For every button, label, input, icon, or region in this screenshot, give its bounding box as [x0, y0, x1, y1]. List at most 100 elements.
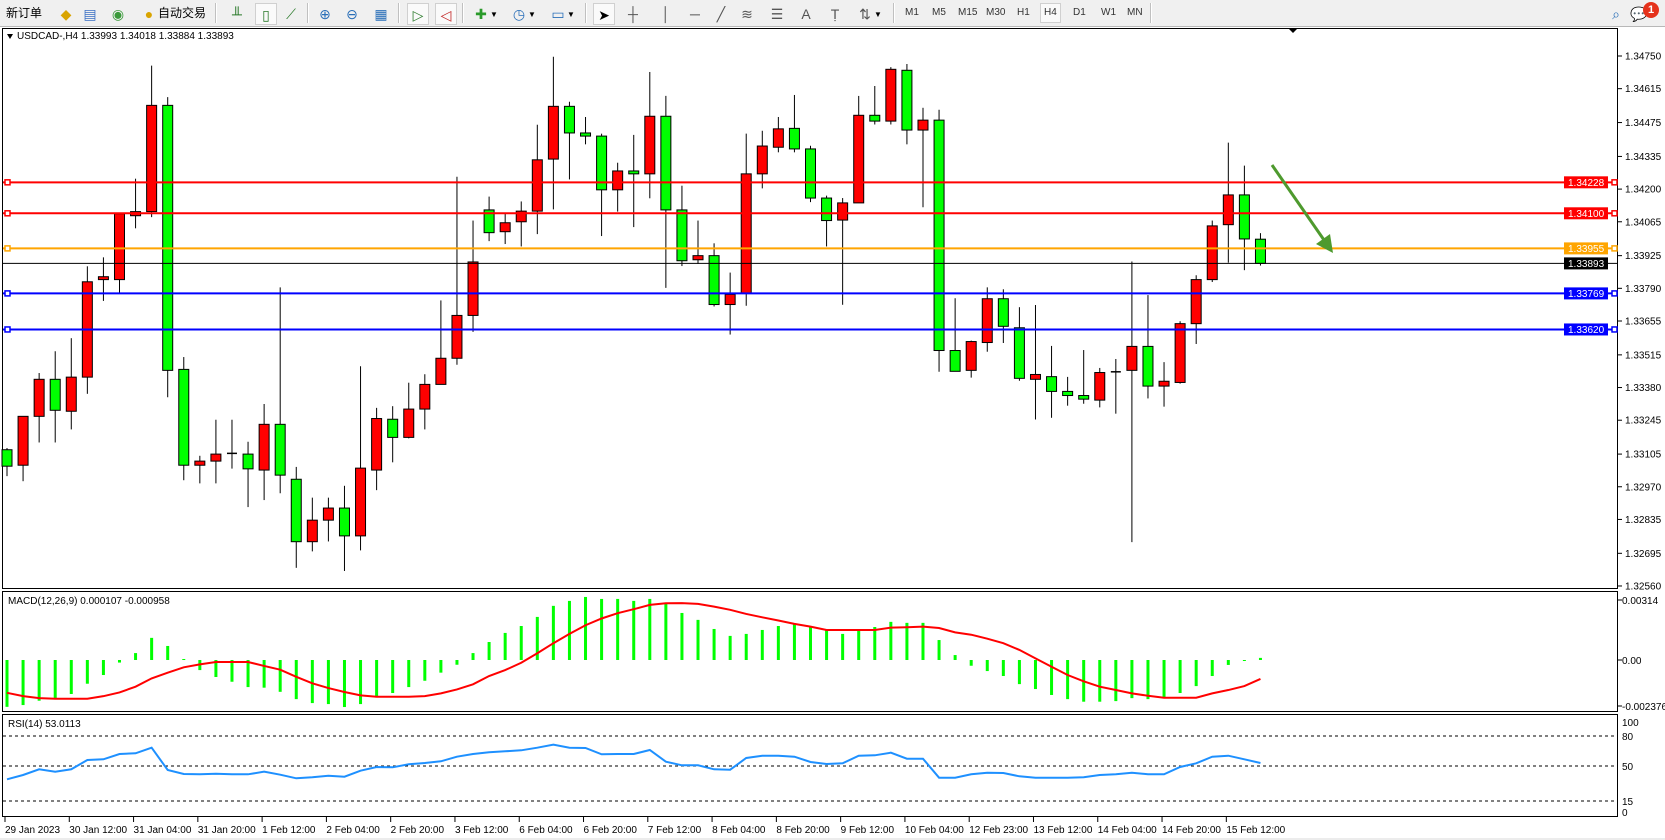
candle — [210, 419, 222, 484]
auto-scroll-button[interactable]: ▷ — [407, 3, 429, 25]
macd-histogram-bar — [101, 660, 105, 676]
candle — [1158, 362, 1170, 407]
candle — [660, 95, 672, 288]
metaeditor-button[interactable]: ◆ — [56, 3, 76, 23]
auto-trading-label: 自动交易 — [157, 6, 206, 20]
templates-button[interactable]: ▭ ▼ — [545, 3, 579, 23]
symbol-menu-triangle-icon[interactable] — [7, 34, 13, 39]
candle-body — [483, 209, 495, 234]
macd-histogram-bar — [278, 660, 282, 692]
macd-histogram-bar — [1130, 660, 1134, 699]
candle — [676, 185, 688, 267]
macd-histogram-bar — [150, 637, 154, 660]
candle-body — [660, 115, 672, 211]
price-level-tag — [1564, 207, 1608, 220]
new-order-button[interactable]: 新订单 — [2, 3, 46, 23]
dropdown-arrow-icon: ▼ — [874, 10, 882, 19]
horizontal-level-line[interactable] — [3, 245, 1618, 252]
indicators-button[interactable]: ✚ ▼ — [468, 3, 502, 23]
candle — [628, 134, 640, 228]
search-button[interactable]: ⌕ — [1606, 3, 1626, 23]
macd-histogram-bar — [1146, 660, 1150, 700]
candle-body — [965, 341, 977, 371]
candle — [1174, 321, 1186, 384]
bar-chart-button[interactable]: ╨ — [227, 3, 247, 23]
price-tick-label: 1.34615 — [1625, 84, 1662, 95]
macd-histogram-bar — [809, 626, 812, 660]
auto-trading-button[interactable]: ● 自动交易 — [136, 3, 210, 23]
horizontal-level-line[interactable] — [3, 179, 1618, 186]
price-level-tag — [1564, 287, 1608, 300]
trend-arrow[interactable] — [1270, 164, 1333, 253]
macd-histogram-bar — [182, 659, 186, 661]
auto-scroll-icon: ▷ — [412, 6, 424, 23]
market-watch-button[interactable]: ▤ — [80, 3, 100, 23]
candle — [226, 419, 237, 469]
timeframe-h4[interactable]: H4 — [1040, 3, 1061, 23]
timeframe-d1[interactable]: D1 — [1073, 7, 1086, 18]
line-chart-button[interactable]: ⟋ — [281, 3, 301, 23]
candle — [146, 65, 158, 218]
candle — [483, 196, 495, 242]
trendline-button[interactable]: ╱ — [711, 3, 731, 23]
tile-windows-button[interactable]: ▦ — [371, 3, 391, 23]
price-tick-label: 1.32835 — [1625, 515, 1662, 526]
chart-shift-button[interactable]: ◁ — [435, 3, 457, 25]
candle-body — [853, 114, 865, 204]
candle-body — [981, 298, 993, 344]
cursor-button[interactable]: ➤ — [593, 3, 615, 25]
text-button[interactable]: A — [796, 3, 816, 23]
text-label-button[interactable]: Ṭ — [825, 3, 845, 23]
macd-histogram-bar — [359, 660, 363, 705]
price-panel-frame — [2, 28, 1618, 589]
zoom-in-button[interactable]: ⊕ — [315, 3, 335, 23]
candle-body — [1142, 345, 1154, 387]
zoom-out-button[interactable]: ⊖ — [342, 3, 362, 23]
trendline-icon: ╱ — [716, 5, 726, 22]
signals-button[interactable]: ◉ — [108, 3, 128, 23]
horizontal-level-line[interactable] — [3, 290, 1618, 297]
rsi-tick-label: 50 — [1622, 762, 1634, 773]
timeframe-w1[interactable]: W1 — [1101, 7, 1116, 18]
crosshair-button[interactable]: ┼ — [623, 3, 643, 23]
macd-histogram-bar — [1178, 660, 1182, 694]
macd-histogram-bar — [584, 596, 588, 660]
candle-body — [65, 376, 77, 412]
timeframe-m5[interactable]: M5 — [932, 7, 946, 18]
candle-body — [1046, 376, 1058, 392]
timeframe-h1[interactable]: H1 — [1017, 7, 1030, 18]
price-level-tag-label: 1.33955 — [1568, 244, 1605, 255]
price-level-tag — [1564, 176, 1608, 189]
vertical-line-button[interactable]: │ — [656, 3, 676, 23]
fibonacci-fan-button[interactable]: ☰ — [767, 3, 787, 23]
candle-body — [837, 202, 849, 221]
arrows-button[interactable]: ⇅ ▼ — [852, 3, 886, 23]
candle-body — [547, 105, 559, 160]
zoom-in-icon: ⊕ — [319, 5, 331, 22]
macd-histogram-bar — [1226, 660, 1230, 665]
macd-histogram-bar — [680, 612, 684, 660]
horizontal-line-button[interactable]: ─ — [685, 3, 705, 23]
crosshair-icon: ┼ — [628, 5, 638, 22]
fibonacci-button[interactable]: ≋ — [737, 3, 757, 23]
periods-button[interactable]: ◷ ▼ — [506, 3, 540, 23]
candle — [258, 403, 270, 501]
candle — [1190, 275, 1202, 344]
time-tick-label: 2 Feb 20:00 — [391, 825, 445, 836]
chart-shift-marker-icon[interactable] — [1289, 29, 1297, 33]
macd-histogram-bar — [246, 660, 250, 688]
candle-body — [563, 105, 575, 134]
candlestick-chart-button[interactable]: ▯ — [255, 3, 277, 25]
candle-body — [1126, 345, 1138, 371]
timeframe-m15[interactable]: M15 — [958, 7, 978, 18]
macd-panel-frame — [2, 591, 1618, 712]
timeframe-mn[interactable]: MN — [1127, 7, 1143, 18]
timeframe-m1[interactable]: M1 — [905, 7, 919, 18]
rsi-tick-label: 0 — [1622, 808, 1628, 819]
horizontal-level-line[interactable] — [3, 210, 1618, 217]
time-tick-label: 12 Feb 23:00 — [969, 825, 1028, 836]
candle-body — [1254, 238, 1266, 264]
horizontal-level-line[interactable] — [3, 326, 1618, 333]
timeframe-m30[interactable]: M30 — [986, 7, 1006, 18]
